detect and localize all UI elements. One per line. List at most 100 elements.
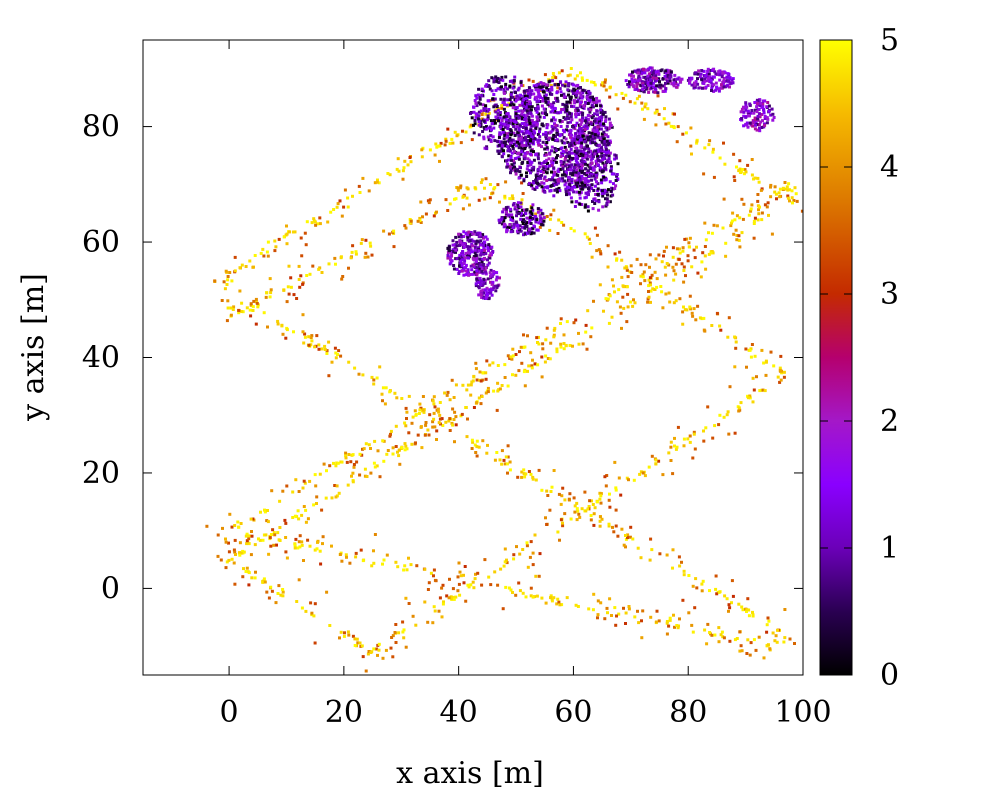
data-point [496, 87, 500, 91]
data-point [526, 129, 530, 133]
data-point [531, 203, 535, 207]
data-point [700, 69, 704, 72]
data-point [292, 330, 295, 334]
data-point [534, 83, 538, 87]
data-point [486, 386, 490, 390]
data-point [536, 228, 540, 232]
data-point [581, 134, 585, 138]
data-point [498, 135, 501, 139]
data-point [365, 475, 369, 478]
data-point [664, 77, 668, 81]
data-point [702, 82, 706, 85]
data-point [440, 586, 444, 590]
data-point [292, 293, 296, 297]
data-point [564, 170, 568, 174]
data-point [418, 216, 422, 220]
data-point [544, 516, 547, 520]
data-point [467, 230, 471, 234]
data-point [603, 80, 607, 84]
data-point [397, 169, 401, 173]
data-point [500, 216, 504, 219]
data-point [762, 361, 766, 365]
data-point [500, 449, 504, 453]
data-point [550, 597, 554, 601]
data-point [224, 566, 228, 570]
data-point [551, 137, 555, 141]
data-point [700, 78, 704, 82]
data-point [575, 190, 579, 194]
data-point [509, 118, 513, 122]
data-point [723, 162, 727, 166]
data-point [517, 176, 521, 180]
data-point [569, 115, 573, 119]
data-point [529, 586, 533, 590]
data-point [495, 77, 499, 81]
data-point [495, 286, 499, 289]
data-point [590, 178, 593, 182]
data-point [579, 123, 583, 127]
data-point [612, 284, 615, 288]
data-point [520, 361, 524, 365]
data-point [757, 212, 761, 216]
data-point [571, 344, 574, 348]
data-point [566, 168, 570, 172]
data-point [566, 121, 570, 125]
data-point [244, 265, 248, 268]
data-point [537, 112, 541, 116]
data-point [346, 196, 350, 200]
data-point [487, 126, 490, 130]
data-point [514, 353, 518, 356]
data-point [428, 198, 432, 202]
data-point [499, 87, 503, 91]
plot-frame [142, 39, 804, 676]
data-point [555, 96, 559, 100]
data-point [756, 199, 760, 203]
data-point [515, 214, 518, 218]
data-point [538, 115, 542, 119]
data-point [537, 468, 541, 472]
data-point [607, 321, 611, 325]
data-point [741, 168, 745, 171]
data-point [613, 290, 616, 294]
data-point [497, 152, 501, 155]
data-point [540, 122, 544, 126]
data-point [484, 391, 488, 395]
data-point [517, 125, 521, 129]
data-point [498, 458, 502, 462]
data-point [728, 85, 731, 89]
data-point [577, 140, 581, 144]
data-point [446, 251, 450, 255]
data-point [707, 231, 710, 235]
data-point [454, 383, 458, 387]
data-point [572, 90, 576, 94]
data-point [495, 451, 499, 454]
data-point [541, 84, 545, 88]
data-point [355, 460, 359, 464]
data-point [447, 596, 451, 600]
data-point [744, 115, 748, 119]
data-point [519, 205, 523, 209]
data-point [348, 561, 352, 565]
data-point [299, 274, 303, 278]
data-point [394, 424, 398, 428]
data-point [511, 138, 515, 142]
data-point [556, 86, 560, 90]
data-point [665, 79, 669, 83]
data-point [555, 111, 559, 115]
data-point [675, 624, 679, 627]
data-point [596, 187, 600, 191]
data-point [565, 154, 569, 158]
data-point [583, 232, 587, 236]
data-point [275, 543, 278, 547]
data-point [565, 128, 568, 132]
data-point [255, 301, 259, 305]
data-point [734, 340, 738, 344]
data-point [224, 537, 227, 541]
data-point [237, 311, 241, 315]
data-point [432, 411, 436, 415]
data-point [492, 389, 496, 393]
data-point [581, 156, 585, 160]
data-point [648, 283, 652, 287]
data-point [592, 81, 596, 84]
data-point [523, 151, 527, 155]
